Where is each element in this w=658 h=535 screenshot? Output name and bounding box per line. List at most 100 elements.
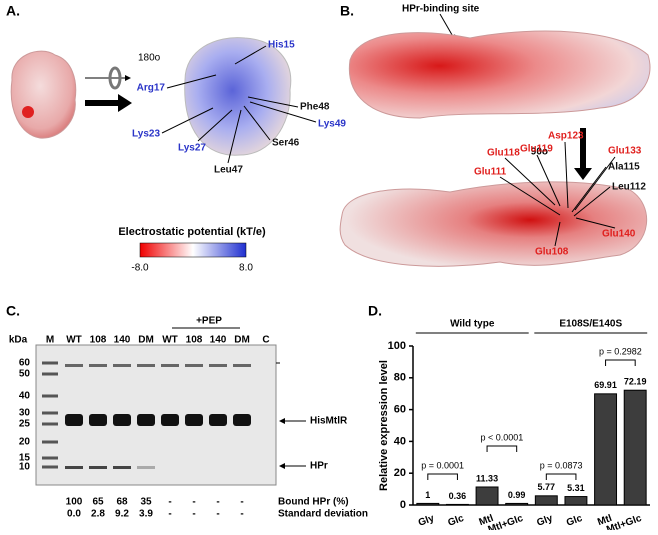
residue: Phe48	[300, 102, 330, 113]
protein-surface	[339, 181, 648, 267]
marker-label: 50	[19, 369, 31, 380]
lane-label: DM	[234, 335, 250, 346]
residue: Glu108	[535, 247, 569, 258]
band	[161, 414, 179, 426]
band	[65, 466, 83, 469]
marker-band	[42, 394, 58, 398]
arrow	[85, 94, 132, 112]
x-tick-label: Glc	[446, 513, 465, 529]
lane-label: 108	[90, 335, 107, 346]
p-value: p = 0.0873	[540, 460, 583, 470]
pointers	[499, 141, 616, 247]
protein-surface	[10, 50, 77, 139]
value-label: 5.31	[567, 483, 585, 493]
residue: Asp123	[548, 131, 584, 142]
lane-label: 140	[210, 335, 227, 346]
band-label: HPr	[310, 461, 328, 472]
marker-label: 30	[19, 408, 31, 419]
table-cell: 100	[66, 497, 83, 508]
bar	[475, 486, 499, 506]
site-label: HPr-binding site	[402, 4, 480, 15]
value-label: 69.91	[594, 380, 617, 390]
band	[65, 364, 83, 367]
table-cell: 68	[116, 497, 128, 508]
marker-label: 40	[19, 391, 31, 402]
p-value: p = 0.0001	[421, 460, 464, 470]
marker-band	[42, 456, 58, 460]
band	[89, 414, 107, 426]
table-cell: -	[168, 497, 171, 508]
marker-label: 20	[19, 437, 31, 448]
band	[113, 466, 131, 469]
residue: Glu119	[520, 144, 553, 155]
lane-label: 140	[114, 335, 131, 346]
table-cell: -	[216, 509, 219, 520]
group-label: E108S/E140S	[559, 319, 622, 330]
bar	[416, 502, 440, 506]
band	[161, 364, 179, 367]
lane-label: DM	[138, 335, 154, 346]
protein-surface	[184, 37, 292, 156]
significance-bracket	[605, 359, 636, 366]
protein-surface	[348, 30, 651, 119]
lane-label: WT	[66, 335, 82, 346]
table-cell: 3.9	[139, 509, 153, 520]
x-tick-label: Glc	[565, 513, 584, 529]
panel-label: B.	[340, 3, 354, 19]
y-tick-label: 80	[394, 372, 406, 384]
marker-label: 25	[19, 419, 31, 430]
value-label: 11.33	[476, 473, 498, 483]
lane-label: C	[262, 335, 269, 346]
value-label: 0.36	[449, 491, 467, 501]
table-cell: -	[216, 497, 219, 508]
pointers	[161, 45, 317, 164]
pep-label: +PEP	[196, 316, 222, 327]
panel-label: C.	[6, 303, 20, 319]
residue: Leu47	[214, 165, 243, 176]
x-tick-label: Gly	[417, 513, 436, 529]
kda-label: kDa	[9, 335, 28, 346]
marker-band	[42, 372, 58, 376]
marker-band	[42, 411, 58, 415]
marker-label: 10	[19, 462, 31, 473]
colorbar	[139, 242, 247, 258]
table-cell: 65	[92, 497, 104, 508]
band	[137, 414, 155, 426]
band	[65, 414, 83, 426]
x-tick-label: Mtl	[478, 513, 496, 528]
rotation-icon	[108, 66, 122, 90]
lane-label: 108	[186, 335, 203, 346]
table-cell: -	[192, 509, 195, 520]
marker-band	[42, 422, 58, 426]
marker-band	[42, 440, 58, 444]
band	[137, 466, 155, 469]
residue: Ala115	[608, 162, 640, 173]
y-tick-label: 40	[394, 435, 406, 447]
panel-label: A.	[6, 3, 20, 19]
residue: Glu133	[608, 146, 642, 157]
bar	[505, 502, 529, 506]
table-cell: 35	[140, 497, 152, 508]
table-cell: 2.8	[91, 509, 105, 520]
x-tick-label: Mtl	[596, 513, 614, 528]
residue: His15	[268, 40, 295, 51]
bar	[445, 503, 469, 506]
band	[185, 414, 203, 426]
residue: Leu112	[612, 182, 646, 193]
band	[209, 414, 227, 426]
band	[137, 364, 155, 367]
bar	[534, 495, 558, 506]
band	[113, 414, 131, 426]
colorbar-max: 8.0	[239, 263, 253, 274]
table-cell: -	[168, 509, 171, 520]
residue: Glu118	[487, 148, 520, 159]
rotation-label: 180o	[138, 53, 161, 64]
residue: Arg17	[137, 83, 166, 94]
panel-label: D.	[368, 303, 382, 319]
group-label: Wild type	[450, 319, 495, 330]
residue: Glu140	[602, 229, 636, 240]
table-cell: -	[240, 509, 243, 520]
significance-bracket	[486, 445, 518, 452]
p-value: p = 0.2982	[599, 346, 642, 356]
value-label: 5.77	[538, 482, 556, 492]
